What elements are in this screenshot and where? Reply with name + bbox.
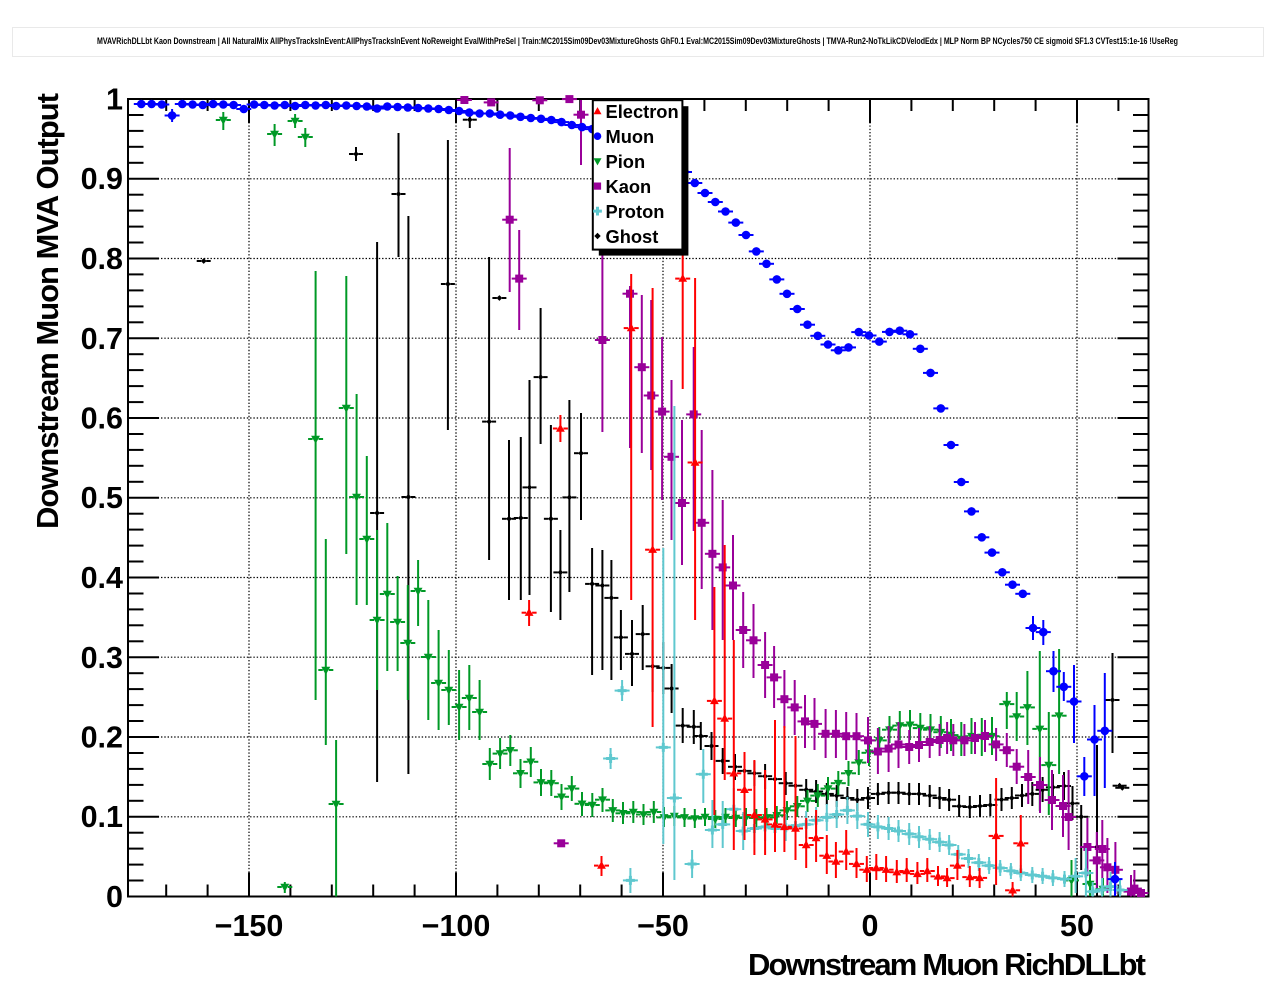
svg-text:0.2: 0.2 — [81, 721, 123, 755]
svg-text:0.1: 0.1 — [81, 800, 123, 834]
svg-text:0: 0 — [862, 909, 879, 943]
svg-text:Proton: Proton — [606, 201, 665, 222]
svg-text:Downstream Muon MVA Output: Downstream Muon MVA Output — [30, 93, 65, 529]
svg-text:Downstream Muon RichDLLbt: Downstream Muon RichDLLbt — [748, 947, 1146, 982]
svg-text:0.5: 0.5 — [81, 481, 123, 515]
svg-text:0.3: 0.3 — [81, 641, 123, 675]
svg-text:−100: −100 — [422, 909, 491, 943]
svg-text:Muon: Muon — [606, 126, 655, 147]
svg-text:Pion: Pion — [606, 151, 646, 172]
svg-text:0.9: 0.9 — [81, 162, 123, 196]
svg-text:0.4: 0.4 — [81, 561, 123, 595]
svg-text:0.6: 0.6 — [81, 402, 123, 436]
svg-text:0.7: 0.7 — [81, 322, 123, 356]
svg-text:−150: −150 — [215, 909, 284, 943]
svg-text:Electron: Electron — [606, 101, 679, 122]
svg-text:Ghost: Ghost — [606, 226, 659, 247]
svg-text:1: 1 — [106, 83, 123, 117]
svg-text:MVAVRichDLLbt Kaon Downstream: MVAVRichDLLbt Kaon Downstream | All Natu… — [97, 36, 1178, 46]
svg-text:50: 50 — [1060, 909, 1094, 943]
svg-text:0: 0 — [106, 880, 123, 914]
svg-text:Kaon: Kaon — [606, 176, 652, 197]
svg-text:−50: −50 — [637, 909, 689, 943]
svg-text:0.8: 0.8 — [81, 242, 123, 276]
